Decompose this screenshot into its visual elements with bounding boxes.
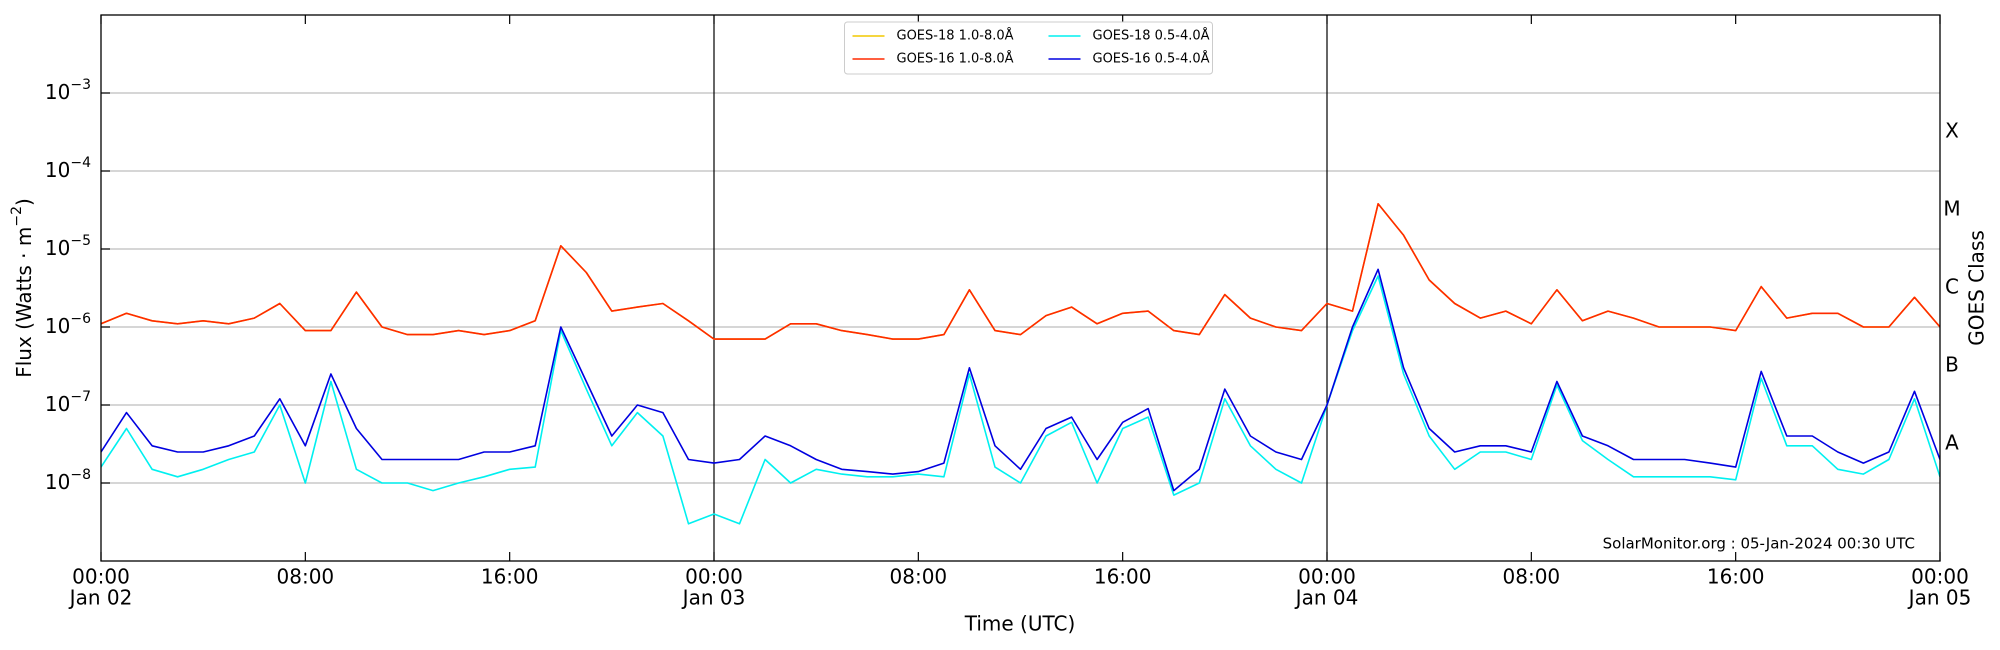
legend-label: GOES-18 1.0-8.0Å [897,28,1014,44]
x-tick-sublabel: Jan 05 [1907,586,1972,610]
x-tick-label: 08:00 [1503,565,1561,589]
y-tick-exponent: −6 [70,311,91,327]
y-tick-exponent: −5 [70,233,91,249]
y-tick-exponent: −3 [70,77,91,93]
y-tick-base: 10 [45,470,70,494]
y-tick-exponent: −8 [70,467,91,483]
x-tick-label: 16:00 [481,565,539,589]
y-tick-base: 10 [45,236,70,260]
x-tick-label: 00:00 [685,565,743,589]
y-tick-base: 10 [45,158,70,182]
y-tick-label: 10−7 [45,389,91,416]
y-tick-exponent: −7 [70,389,91,405]
legend-label: GOES-16 1.0-8.0Å [897,51,1014,67]
y-tick-label: 10−3 [45,77,91,104]
x-tick-sublabel: Jan 02 [68,586,133,610]
x-tick-label: 16:00 [1707,565,1765,589]
x-tick-label: 08:00 [277,565,335,589]
legend-box [844,21,1213,75]
y2-tick-label: X [1945,119,1959,143]
y-tick-base: 10 [45,80,70,104]
x-tick-sublabel: Jan 03 [681,586,746,610]
x-tick-label: 00:00 [1298,565,1356,589]
y-axis-label-exponent: −2 [9,206,25,227]
plot-frame [100,14,1941,562]
series-line [101,203,1940,340]
y-tick-base: 10 [45,314,70,338]
x-tick-label: 00:00 [72,565,130,589]
y2-tick-label: C [1945,275,1959,299]
annotation: SolarMonitor.org : 05-Jan-2024 00:30 UTC [1603,535,1915,553]
y2-tick-label: M [1943,197,1960,221]
x-tick-label: 08:00 [890,565,948,589]
y-tick-label: 10−5 [45,233,91,260]
y-axis-label-end: ) [12,198,36,206]
y2-axis-label: GOES Class [1965,230,1989,346]
y-axis-label: Flux (Watts · m−2) [9,198,36,378]
x-tick-label: 16:00 [1094,565,1152,589]
y-tick-base: 10 [45,392,70,416]
series-line [101,275,1940,525]
y-tick-label: 10−8 [45,467,91,494]
x-tick-label: 00:00 [1911,565,1969,589]
y2-tick-label: B [1945,353,1959,377]
legend-label: GOES-18 0.5-4.0Å [1093,28,1210,44]
x-tick-sublabel: Jan 04 [1294,586,1359,610]
legend-label: GOES-16 0.5-4.0Å [1093,51,1210,67]
y-tick-exponent: −4 [70,155,91,171]
y-tick-label: 10−4 [45,155,91,182]
series-line [101,268,1940,492]
y-axis-label-text: Flux (Watts · m [12,227,36,378]
y2-tick-label: A [1945,431,1959,455]
x-axis-label: Time (UTC) [964,612,1076,636]
y-tick-label: 10−6 [45,311,91,338]
